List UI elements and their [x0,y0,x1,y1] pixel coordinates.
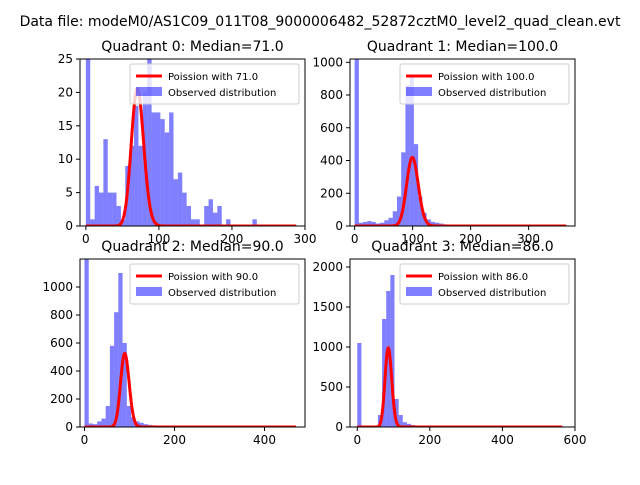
legend-patch-swatch [136,87,162,96]
histogram-bar [209,199,213,226]
histogram-bar [174,179,178,226]
legend-entry-observed: Observed distribution [168,88,276,99]
x-tick-label: 0 [351,232,359,246]
y-tick-label: 800 [50,308,73,322]
histogram-bar [169,112,173,226]
legend-entry-observed: Observed distribution [438,88,546,99]
quadrant-3-axes: 0 200 400 600 0 500 1000 1500 2000 Quadrant 3: Me… [312,239,586,447]
histogram-bar [95,186,99,226]
y-tick-label: 1000 [42,280,73,294]
histogram-bar [217,206,221,226]
histogram-bar [112,193,116,226]
histogram-bar [405,85,409,226]
y-tick-label: 1000 [312,340,343,354]
histogram-bar [160,119,164,226]
y-tick-label: 500 [320,380,343,394]
subplot-title: Quadrant 0: Median=71.0 [101,39,283,55]
x-tick-label: 300 [294,232,317,246]
histogram-bar [134,106,138,226]
y-tick-label: 600 [50,336,73,350]
x-tick-label: 0 [81,433,89,447]
histogram-bar [85,259,89,427]
y-tick-label: 0 [65,219,73,233]
y-tick-label: 15 [58,119,73,133]
histogram-bar [178,173,182,226]
y-tick-label: 800 [320,88,343,102]
subplot-title: Quadrant 3: Median=86.0 [371,239,553,255]
histogram-bar [152,112,156,226]
y-tick-label: 0 [335,420,343,434]
subplot-title: Quadrant 1: Median=100.0 [367,39,558,55]
histogram-bar [213,213,217,226]
histogram-bar [127,406,131,427]
legend-entry-poisson: Poission with 100.0 [438,72,534,83]
y-tick-label: 20 [58,85,73,99]
histogram-bar [106,406,110,427]
histogram-bar [204,206,208,226]
y-tick-label: 0 [335,219,343,233]
histogram-bar [182,193,186,226]
quadrant-2-axes: 0 200 400 0 200 400 600 800 1000 Quadrant 2: Medi… [42,239,305,447]
x-tick-label: 0 [82,232,90,246]
y-tick-label: 10 [58,152,73,166]
legend-patch-swatch [136,287,162,296]
histogram-bar [165,132,169,226]
histogram-bar [108,193,112,226]
x-tick-label: 200 [163,433,186,447]
histogram-bar [156,112,160,226]
y-tick-label: 5 [65,186,73,200]
y-tick-label: 400 [50,364,73,378]
y-tick-label: 600 [320,121,343,135]
figure-title: Data file: modeM0/AS1C09_011T08_90000064… [20,14,621,30]
legend: Poission with 86.0 Observed distribution [400,264,569,304]
histogram-bar [110,346,114,427]
y-tick-label: 400 [320,154,343,168]
x-tick-label: 400 [253,433,276,447]
legend-entry-poisson: Poission with 86.0 [438,272,528,283]
legend-entry-poisson: Poission with 71.0 [168,72,258,83]
y-tick-label: 1000 [312,55,343,69]
poisson-curve [355,157,567,226]
x-tick-label: 0 [353,433,361,447]
legend-patch-swatch [406,87,432,96]
legend: Poission with 71.0 Observed distribution [130,64,299,104]
histogram-bar [357,343,361,427]
legend-entry-observed: Observed distribution [438,288,546,299]
y-tick-label: 1500 [312,300,343,314]
x-tick-label: 200 [418,433,441,447]
histogram-bar [355,59,359,226]
histogram-bar [103,139,107,226]
subplot-title: Quadrant 2: Median=90.0 [101,239,283,255]
legend: Poission with 90.0 Observed distribution [130,264,299,304]
x-tick-label: 600 [564,433,587,447]
histogram-bar [86,59,90,226]
y-tick-label: 2000 [312,260,343,274]
y-tick-label: 25 [58,52,73,66]
poisson-curve [86,89,296,226]
y-tick-label: 200 [320,186,343,200]
legend: Poission with 100.0 Observed distribution [400,64,569,104]
y-tick-label: 200 [50,392,73,406]
histogram-bar [187,206,191,226]
y-tick-label: 0 [65,420,73,434]
histogram-bar [99,193,103,226]
histogram-bar [138,146,142,226]
x-tick-label: 400 [491,433,514,447]
legend-patch-swatch [406,287,432,296]
legend-entry-poisson: Poission with 90.0 [168,272,258,283]
legend-entry-observed: Observed distribution [168,288,276,299]
